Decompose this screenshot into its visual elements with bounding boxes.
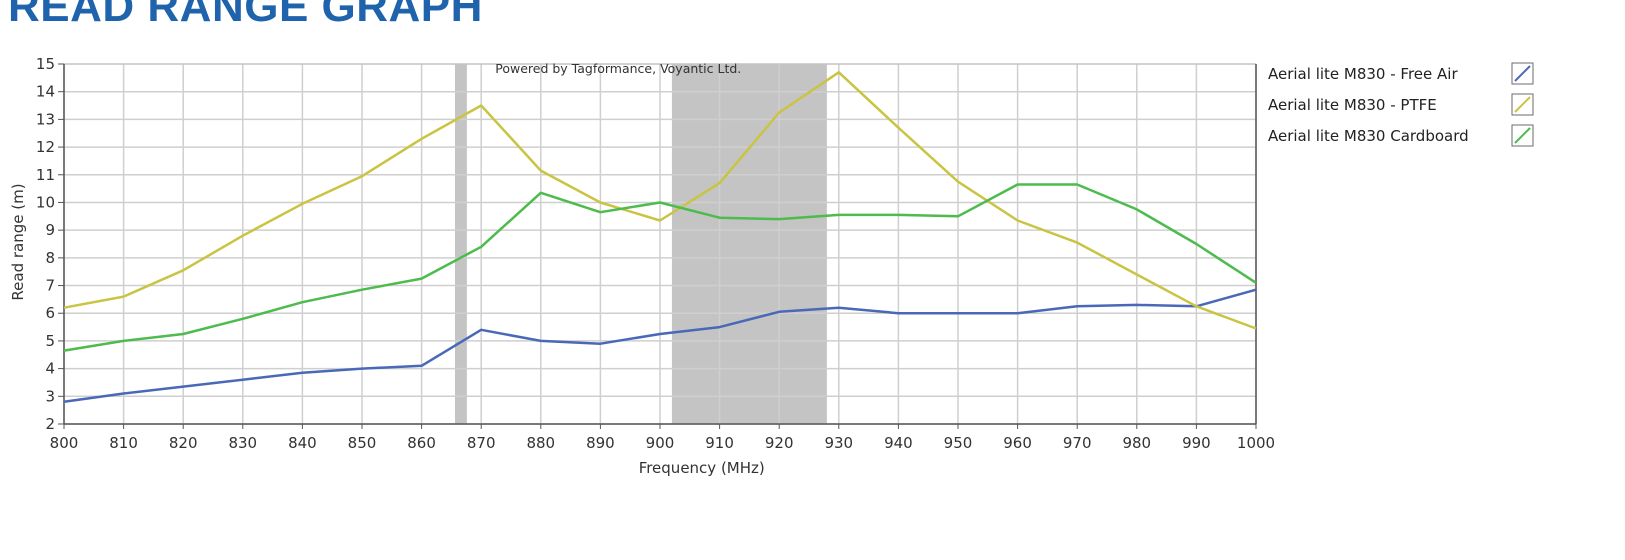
x-tick-label: 870 bbox=[467, 434, 496, 452]
legend-label-2: Aerial lite M830 - PTFE bbox=[1268, 96, 1437, 114]
x-tick-label: 950 bbox=[944, 434, 973, 452]
x-tick-label: 850 bbox=[348, 434, 377, 452]
chart-watermark: Powered by Tagformance, Voyantic Ltd. bbox=[495, 61, 741, 76]
x-axis-title: Frequency (MHz) bbox=[639, 459, 765, 477]
y-tick-label: 7 bbox=[45, 277, 55, 295]
data-series bbox=[63, 71, 1257, 404]
shaded-band-0 bbox=[454, 64, 467, 424]
x-tick-label: 900 bbox=[646, 434, 675, 452]
legend-swatch-line-3 bbox=[1514, 127, 1531, 144]
x-tick-label: 860 bbox=[407, 434, 436, 452]
x-tick-label: 880 bbox=[526, 434, 555, 452]
y-tick-label: 14 bbox=[36, 83, 55, 101]
y-tick-label: 8 bbox=[45, 249, 55, 267]
y-tick-label: 5 bbox=[45, 332, 55, 350]
x-tick-label: 840 bbox=[288, 434, 317, 452]
legend-label-3: Aerial lite M830 Cardboard bbox=[1268, 127, 1469, 145]
x-tick-label: 1000 bbox=[1237, 434, 1275, 452]
y-axis-ticks: 2 3 4 5 6 7 8 9 10 11 12 13 14 15 bbox=[36, 55, 64, 433]
y-tick-label: 4 bbox=[45, 360, 55, 378]
x-tick-label: 920 bbox=[765, 434, 794, 452]
x-axis-ticks: 800 810 820 830 840 850 860 870 880 890 900 910 920 9… bbox=[50, 424, 1275, 452]
series-line-1 bbox=[63, 288, 1257, 404]
x-tick-label: 800 bbox=[50, 434, 79, 452]
x-tick-label: 940 bbox=[884, 434, 913, 452]
y-tick-label: 13 bbox=[36, 110, 55, 128]
x-tick-label: 970 bbox=[1063, 434, 1092, 452]
y-tick-label: 2 bbox=[45, 415, 55, 433]
y-tick-label: 15 bbox=[36, 55, 55, 73]
legend-swatch-line-1 bbox=[1514, 65, 1531, 82]
x-tick-label: 980 bbox=[1122, 434, 1151, 452]
series-line-3 bbox=[63, 183, 1257, 352]
y-tick-label: 11 bbox=[36, 166, 55, 184]
y-tick-label: 3 bbox=[45, 387, 55, 405]
page-heading: READ RANGE GRAPH bbox=[8, 0, 483, 31]
y-axis-title: Read range (m) bbox=[9, 183, 27, 300]
x-tick-label: 990 bbox=[1182, 434, 1211, 452]
series-line-2 bbox=[63, 71, 1257, 330]
x-tick-label: 960 bbox=[1003, 434, 1032, 452]
legend-label-1: Aerial lite M830 - Free Air bbox=[1268, 65, 1458, 83]
x-tick-label: 830 bbox=[228, 434, 257, 452]
x-tick-label: 930 bbox=[824, 434, 853, 452]
shaded-band-1 bbox=[671, 64, 827, 424]
y-tick-label: 6 bbox=[45, 304, 55, 322]
chart-legend: Aerial lite M830 - Free Air Aerial lite M… bbox=[1268, 62, 1534, 147]
y-tick-label: 9 bbox=[45, 221, 55, 239]
x-tick-label: 890 bbox=[586, 434, 615, 452]
x-tick-label: 910 bbox=[705, 434, 734, 452]
shaded-bands bbox=[454, 64, 827, 424]
y-tick-label: 10 bbox=[36, 193, 55, 211]
x-tick-label: 810 bbox=[109, 434, 138, 452]
x-tick-label: 820 bbox=[169, 434, 198, 452]
y-tick-label: 12 bbox=[36, 138, 55, 156]
legend-swatch-line-2 bbox=[1514, 96, 1531, 113]
